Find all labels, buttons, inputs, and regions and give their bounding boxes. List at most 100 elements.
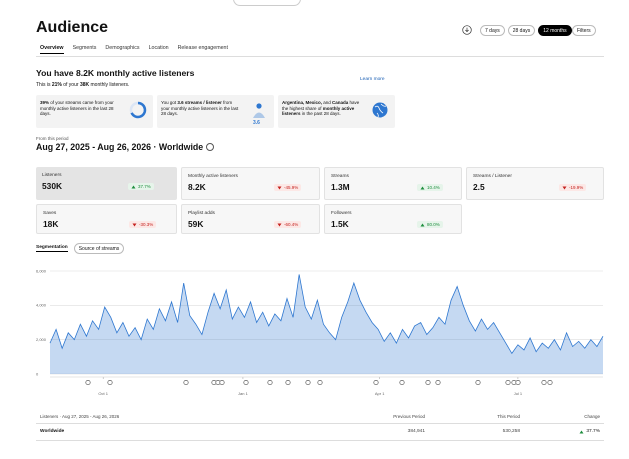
learn-more-link[interactable]: Learn more — [360, 77, 385, 82]
range-pill[interactable]: 12 months — [538, 25, 572, 36]
metric-card[interactable]: Streams 1.3M 10.4% — [324, 167, 462, 200]
icon-label: 3.6 — [253, 120, 260, 126]
insight-card: You got 3.6 streams / listener from your… — [157, 95, 274, 128]
table-line — [36, 440, 604, 441]
metric-label: Streams — [331, 174, 349, 179]
tab[interactable]: Location — [148, 45, 169, 51]
text-part: 39% — [40, 100, 50, 105]
range-picker: 7 days 28 days 12 months — [480, 25, 572, 36]
trend-arrow — [420, 223, 425, 226]
text-part: in the past 28 days. — [300, 111, 341, 117]
card-text: Argentina, Mexico, and Canada have the h… — [282, 100, 362, 117]
card-text: You got 3.6 streams / listener from your… — [161, 100, 241, 117]
tab[interactable]: Demographics — [105, 45, 140, 51]
text-part: This is — [36, 82, 52, 88]
text-part: 3.6 streams / listener — [177, 100, 222, 105]
release-marker — [243, 380, 249, 386]
release-marker — [267, 380, 273, 386]
trend-arrow — [579, 430, 584, 433]
metric-change: 80.0% — [417, 221, 443, 228]
chart-tab[interactable]: Segmentation — [36, 245, 68, 252]
metric-label: Listeners — [42, 173, 62, 178]
range-pill[interactable]: 7 days — [480, 25, 505, 36]
tab[interactable]: Segments — [72, 45, 97, 51]
metric-change: -19.9% — [559, 184, 587, 191]
table-line — [36, 423, 604, 424]
release-marker — [399, 380, 405, 386]
table-header: Change — [584, 414, 600, 419]
x-tick-label: Jan 1 — [238, 391, 249, 396]
tab[interactable]: Overview — [40, 45, 64, 54]
metric-change: 10.4% — [417, 184, 443, 191]
metric-change: 37.7% — [128, 183, 154, 190]
insight-card: 39% of your streams came from your month… — [36, 95, 153, 128]
metric-card[interactable]: Saves 18K -30.3% — [36, 204, 177, 234]
table-header: Previous Period — [393, 414, 425, 419]
metric-card[interactable]: Listeners 530K 37.7% — [36, 167, 177, 200]
x-tick-label: Jul 1 — [514, 391, 523, 396]
search-bar[interactable] — [233, 0, 301, 6]
change-text: -45.9% — [284, 185, 299, 190]
trend-arrow — [277, 186, 282, 189]
row-previous: 384,941 — [407, 429, 425, 434]
text-part: of your streams came from your monthly a… — [40, 100, 114, 117]
y-tick-label: 6,000 — [36, 268, 47, 273]
area-line — [49, 274, 604, 355]
metric-value: 8.2K — [188, 182, 206, 192]
release-marker — [541, 380, 547, 386]
text-part: monthly active listeners — [282, 105, 355, 117]
info-icon — [206, 143, 215, 151]
trend-arrow — [131, 185, 136, 188]
trend-arrow — [562, 186, 567, 189]
metric-label: Saves — [43, 211, 57, 216]
metric-card[interactable]: Monthly active listeners 8.2K -45.9% — [181, 167, 320, 200]
summary-subtitle: This is 21% of your 38K monthly listener… — [36, 82, 129, 88]
metric-change: -60.4% — [274, 221, 302, 228]
release-marker — [373, 380, 379, 386]
change-text: 37.7% — [138, 184, 151, 189]
range-pill[interactable]: 28 days — [507, 25, 536, 36]
text-part: and — [322, 100, 333, 105]
change-text: 10.4% — [427, 185, 440, 190]
metric-value: 530K — [42, 181, 63, 191]
release-marker — [425, 380, 431, 386]
summary-title: You have 8.2K monthly active listeners — [36, 68, 195, 78]
metric-label: Streams / Listener — [473, 174, 512, 179]
release-marker — [305, 380, 311, 386]
metric-card[interactable]: Followers 1.5K 80.0% — [324, 204, 462, 234]
change-text: 37.7% — [586, 429, 600, 434]
y-tick-label: 4,000 — [36, 303, 47, 308]
metric-card[interactable]: Streams / Listener 2.5 -19.9% — [466, 167, 604, 200]
download-icon[interactable] — [462, 25, 472, 35]
tab-bar: Overview Segments Demographics Location Rele… — [40, 45, 228, 54]
card-icon — [253, 103, 265, 118]
insight-card: Argentina, Mexico, and Canada have the h… — [278, 95, 395, 128]
metric-label: Playlist adds — [188, 211, 215, 216]
trend-arrow — [277, 223, 282, 226]
tab-divider — [36, 56, 604, 57]
metric-value: 59K — [188, 219, 204, 229]
change-text: -60.4% — [284, 222, 299, 227]
release-marker — [107, 380, 113, 386]
filters-button[interactable]: Filters — [572, 25, 596, 36]
release-marker — [435, 380, 441, 386]
release-marker — [285, 380, 291, 386]
metric-card[interactable]: Playlist adds 59K -60.4% — [181, 204, 320, 234]
chart-tab[interactable]: Source of streams — [73, 243, 125, 254]
release-marker — [475, 380, 481, 386]
text-part: from your monthly active listeners in th… — [161, 100, 239, 117]
release-marker — [505, 380, 511, 386]
tab[interactable]: Release engagement — [177, 45, 228, 51]
table-header: This Period — [497, 414, 520, 419]
change-text: 80.0% — [427, 222, 440, 227]
row-current: 530,258 — [502, 429, 520, 434]
release-marker — [547, 380, 553, 386]
table-header: Listeners · Aug 27, 2025 - Aug 26, 2026 — [40, 414, 120, 419]
metric-change: -45.9% — [274, 184, 302, 191]
text-part: monthly listeners. — [89, 82, 130, 88]
metric-value: 1.5K — [331, 219, 349, 229]
period-title: Aug 27, 2025 - Aug 26, 2026 · Worldwide — [36, 142, 215, 152]
change-text: -19.9% — [569, 185, 584, 190]
release-marker — [515, 380, 521, 386]
metric-value: 1.3M — [331, 182, 350, 192]
